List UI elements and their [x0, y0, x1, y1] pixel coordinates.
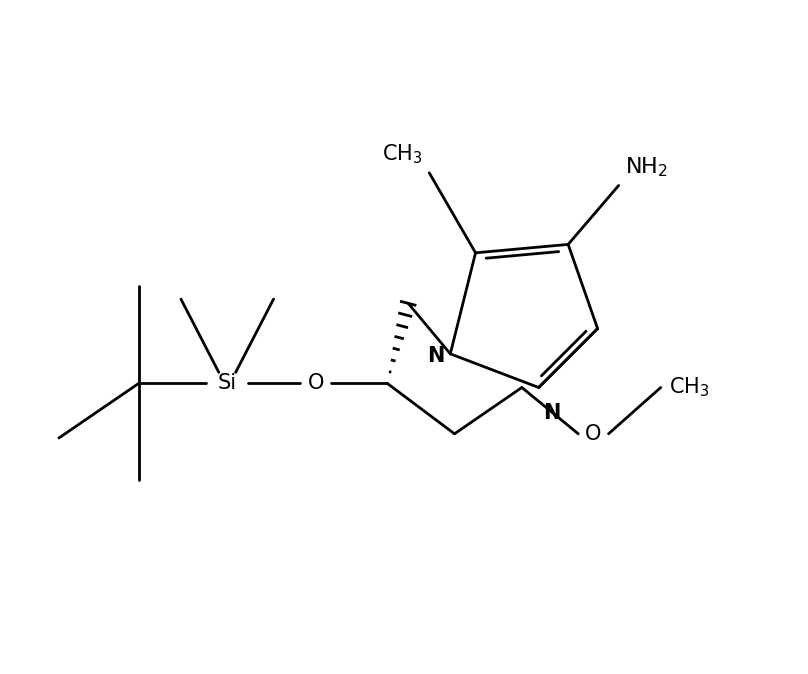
Text: O: O	[307, 373, 324, 394]
Text: N: N	[543, 402, 560, 423]
Text: Si: Si	[217, 373, 237, 394]
Text: NH$_2$: NH$_2$	[625, 155, 668, 179]
Text: CH$_3$: CH$_3$	[669, 375, 709, 399]
Text: O: O	[585, 424, 602, 443]
Text: CH$_3$: CH$_3$	[382, 142, 423, 166]
Text: N: N	[427, 346, 444, 367]
